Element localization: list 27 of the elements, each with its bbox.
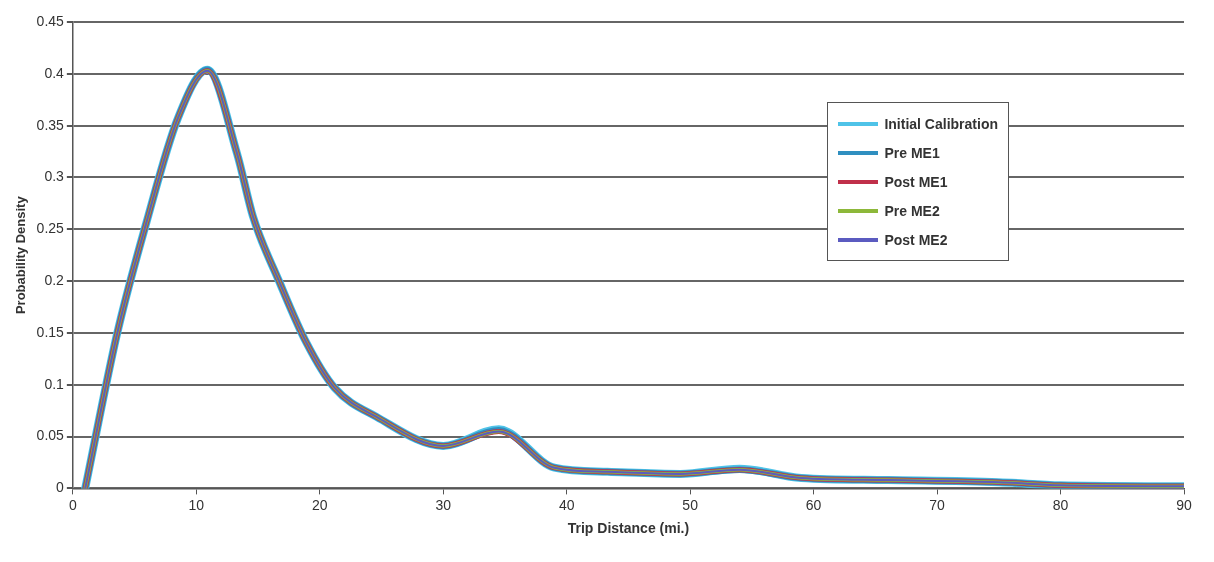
y-tick-label: 0.15 bbox=[36, 323, 65, 340]
x-tick-label: 80 bbox=[1052, 496, 1069, 513]
x-tick-label: 90 bbox=[1176, 496, 1192, 513]
x-tick-label: 20 bbox=[311, 496, 328, 513]
y-tick-label: 0.2 bbox=[44, 271, 65, 288]
x-tick-label: 0 bbox=[68, 496, 77, 513]
x-tick-label: 40 bbox=[558, 496, 575, 513]
x-tick-label: 30 bbox=[435, 496, 452, 513]
legend-label: Post ME1 bbox=[884, 173, 948, 190]
x-tick-label: 10 bbox=[188, 496, 205, 513]
legend-label: Initial Calibration bbox=[884, 115, 998, 132]
y-tick-label: 0.25 bbox=[36, 220, 65, 237]
x-tick-label: 70 bbox=[929, 496, 946, 513]
y-tick-label: 0.4 bbox=[44, 64, 65, 81]
y-tick-label: 0.45 bbox=[36, 12, 65, 29]
legend-label: Post ME2 bbox=[884, 231, 948, 248]
legend-label: Pre ME2 bbox=[884, 202, 940, 219]
y-tick-label: 0.35 bbox=[36, 116, 65, 133]
y-tick-label: 0.1 bbox=[44, 375, 65, 392]
x-tick-label: 60 bbox=[805, 496, 822, 513]
y-tick-label: 0.3 bbox=[44, 168, 65, 185]
x-axis-title: Trip Distance (mi.) bbox=[567, 520, 690, 537]
y-tick-label: 0.05 bbox=[36, 427, 65, 444]
x-tick-label: 50 bbox=[682, 496, 699, 513]
legend-label: Pre ME1 bbox=[884, 144, 940, 161]
y-tick-label: 0 bbox=[56, 479, 65, 496]
y-axis-title: Probability Density bbox=[13, 195, 29, 315]
